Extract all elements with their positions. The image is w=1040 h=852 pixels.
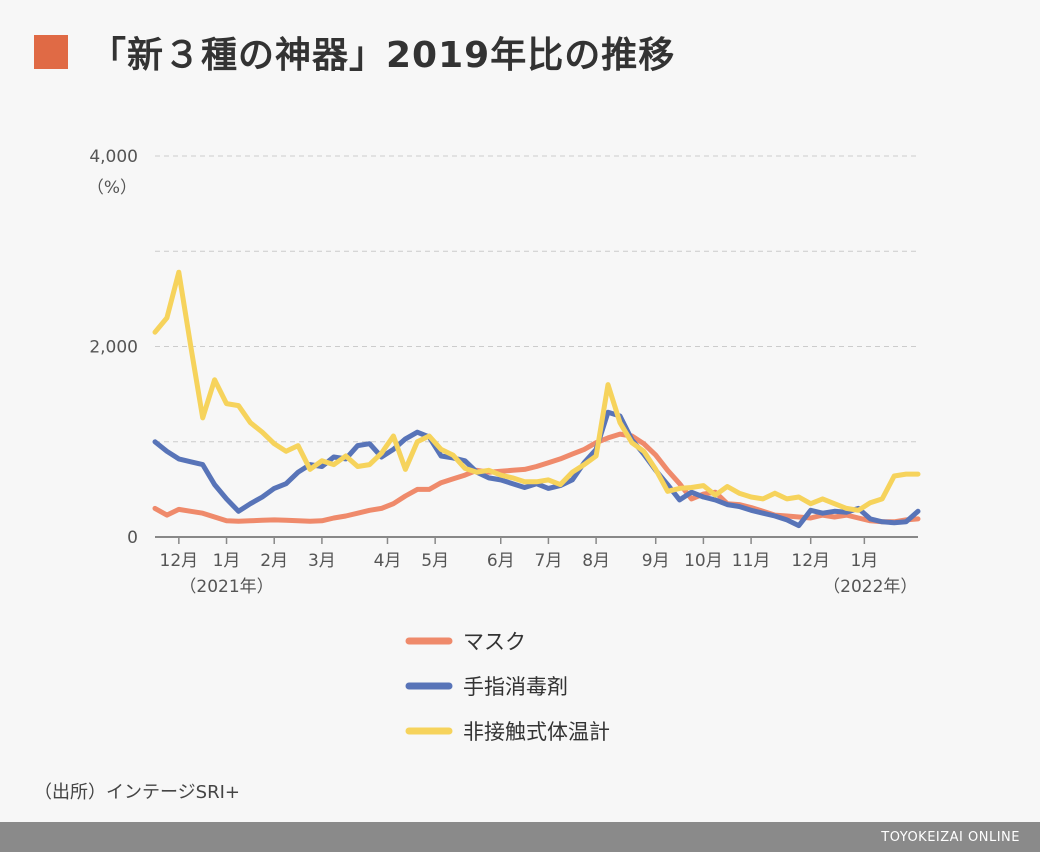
series-layer [152,269,921,529]
year-label: （2022年） [823,577,917,597]
footer-brand: TOYOKEIZAI ONLINE [881,829,1020,845]
x-tick-label: 2月 [260,551,288,571]
x-tick-label: 10月 [684,551,723,571]
chart-title: 「新３種の神器」2019年比の推移 [90,35,676,76]
footer-bar: TOYOKEIZAI ONLINE [0,822,1040,852]
y-tick-label: 4,000 [89,147,138,167]
source-note: （出所）インテージSRI+ [34,782,240,803]
grid-layer [155,155,918,443]
y-unit-label: （%） [87,178,137,198]
line-chart: 0 2,000 4,000 （%） 12月 1月 2月 3月 4月 5月 6月 7月 8月 9月 10月 11… [87,147,921,744]
x-tick-label: 11月 [732,551,771,571]
title-row: 「新３種の神器」2019年比の推移 [34,26,675,78]
series-line-1 [152,431,921,525]
x-tick-label: 4月 [374,551,402,571]
year-label: （2021年） [179,577,273,597]
x-tick-label: 12月 [160,551,199,571]
legend-label: マスク [463,630,526,654]
x-tick-label: 1月 [850,551,878,571]
legend-label: 非接触式体温計 [463,720,610,744]
x-tick-label: 7月 [535,551,563,571]
x-tick-label: 12月 [791,551,830,571]
legend-label: 手指消毒剤 [463,675,568,699]
x-tick-label: 5月 [421,551,449,571]
x-tick-label: 8月 [582,551,610,571]
x-tick-label: 6月 [487,551,515,571]
x-tick-label: 1月 [213,551,241,571]
title-marker [34,35,68,69]
y-tick-label: 2,000 [89,338,138,358]
axis-layer: 0 2,000 4,000 （%） 12月 1月 2月 3月 4月 5月 6月 7月 8月 9月 10月 11… [87,147,918,597]
x-tick-label: 9月 [642,551,670,571]
x-tick-label: 3月 [308,551,336,571]
y-tick-label: 0 [127,528,138,548]
series-line-3 [152,269,921,513]
